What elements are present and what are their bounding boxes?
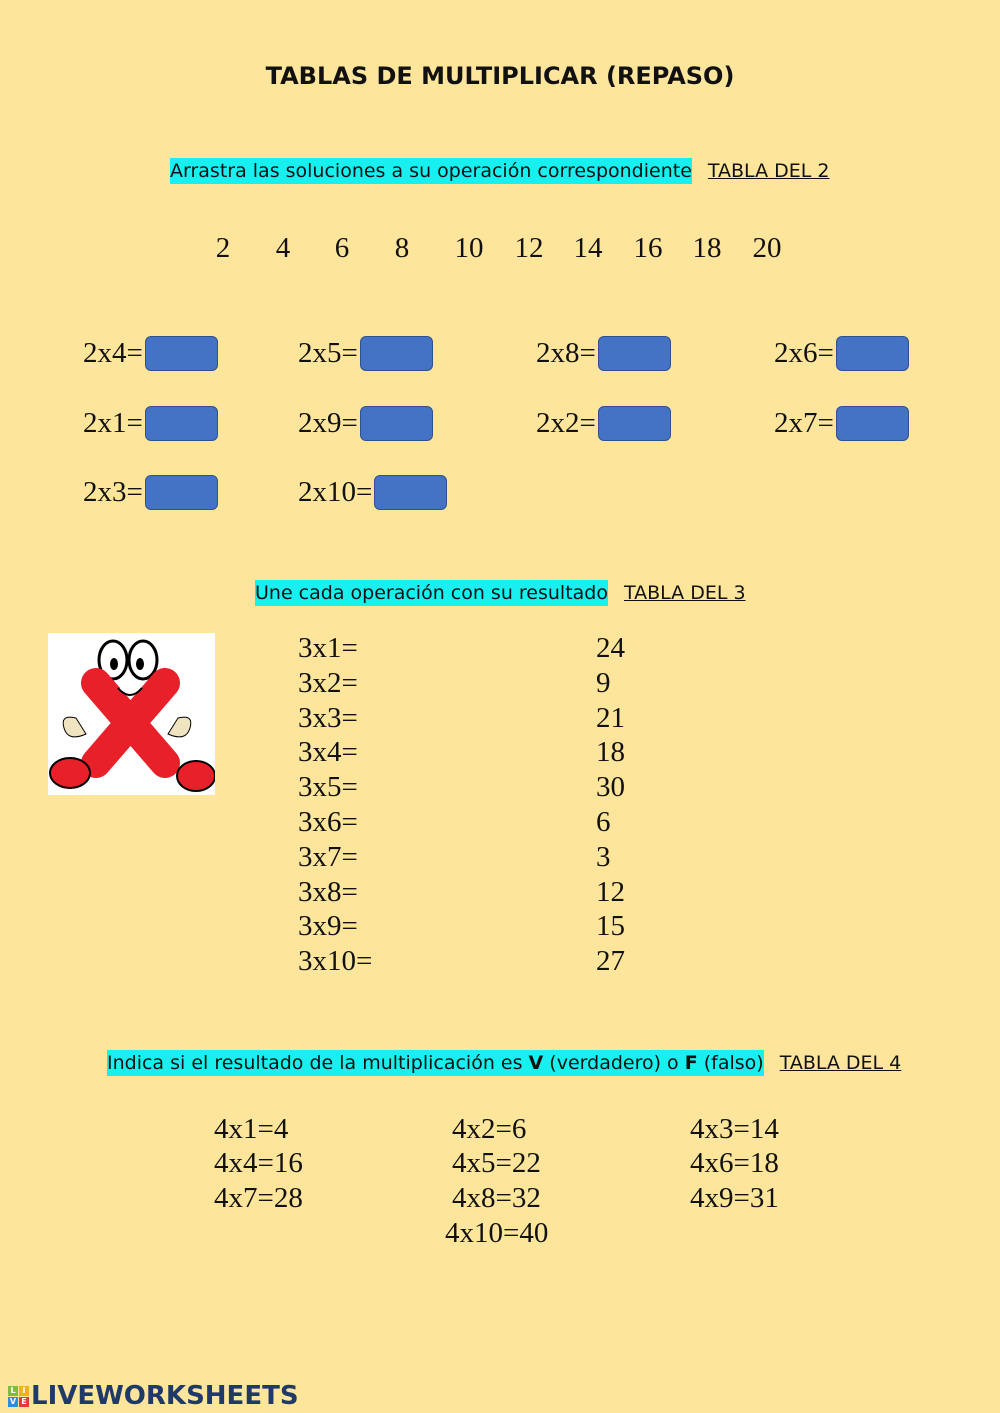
operation-row: 2x9= — [298, 406, 433, 441]
red-x-cartoon-image — [48, 633, 216, 795]
operation-label: 2x3= — [83, 476, 143, 508]
draggable-number[interactable]: 14 — [573, 232, 603, 264]
match-operation[interactable]: 3x9= — [298, 910, 358, 943]
match-result[interactable]: 30 — [596, 771, 625, 804]
operation-label: 2x8= — [536, 337, 596, 369]
draggable-number[interactable]: 10 — [454, 232, 484, 264]
match-operation[interactable]: 3x7= — [298, 840, 358, 873]
section2-header: Une cada operación con su resultado TABLA… — [255, 580, 746, 606]
match-result[interactable]: 24 — [596, 632, 625, 664]
operation-label: 2x4= — [83, 337, 143, 369]
operation-label: 2x6= — [774, 337, 834, 369]
answer-drop-box[interactable] — [835, 406, 909, 441]
page-title: TABLAS DE MULTIPLICAR (REPASO) — [265, 62, 735, 90]
match-result[interactable]: 12 — [596, 875, 625, 908]
match-operation[interactable]: 3x5= — [298, 771, 358, 804]
answer-drop-box[interactable] — [359, 406, 433, 441]
match-result[interactable]: 18 — [596, 736, 625, 769]
operation-label: 2x7= — [774, 407, 834, 439]
operation-row: 2x7= — [774, 406, 909, 441]
section3-instruction: Indica si el resultado de la multiplicac… — [107, 1050, 764, 1076]
operation-label: 2x1= — [83, 407, 143, 439]
section1-table-label: TABLA DEL 2 — [707, 160, 830, 182]
answer-drop-box[interactable] — [144, 406, 218, 441]
operation-label: 2x5= — [298, 337, 358, 369]
match-operation[interactable]: 3x4= — [298, 736, 358, 769]
section3-header: Indica si el resultado de la multiplicac… — [107, 1050, 902, 1076]
true-false-statement[interactable]: 4x9=31 — [690, 1182, 779, 1214]
true-false-statement[interactable]: 4x6=18 — [690, 1147, 779, 1179]
true-false-statement[interactable]: 4x5=22 — [452, 1147, 541, 1179]
answer-drop-box[interactable] — [144, 336, 218, 371]
operation-row: 2x5= — [298, 336, 433, 371]
match-operation[interactable]: 3x6= — [298, 806, 358, 838]
operation-label: 2x2= — [536, 407, 596, 439]
operation-row: 2x6= — [774, 336, 909, 371]
true-false-statement[interactable]: 4x10=40 — [445, 1217, 549, 1249]
logo-text: LIVEWORKSHEETS — [31, 1381, 299, 1411]
operation-row: 2x3= — [83, 475, 218, 510]
true-false-statement[interactable]: 4x4=16 — [214, 1147, 303, 1179]
match-result[interactable]: 3 — [596, 840, 611, 873]
match-result[interactable]: 9 — [596, 666, 611, 699]
section2-table-label: TABLA DEL 3 — [623, 582, 746, 604]
draggable-number[interactable]: 16 — [633, 232, 663, 264]
answer-drop-box[interactable] — [144, 475, 218, 510]
answer-drop-box[interactable] — [597, 406, 671, 441]
match-operation[interactable]: 3x2= — [298, 666, 358, 699]
draggable-number[interactable]: 20 — [752, 232, 782, 264]
operation-row: 2x8= — [536, 336, 671, 371]
answer-drop-box[interactable] — [374, 475, 448, 510]
match-operation[interactable]: 3x1= — [298, 632, 358, 664]
answer-drop-box[interactable] — [597, 336, 671, 371]
match-result[interactable]: 15 — [596, 910, 625, 943]
true-false-statement[interactable]: 4x1=4 — [214, 1113, 289, 1145]
section1-header: Arrastra las soluciones a su operación c… — [170, 158, 830, 184]
draggable-number[interactable]: 4 — [275, 232, 291, 264]
true-false-statement[interactable]: 4x2=6 — [452, 1113, 527, 1145]
operation-row: 2x10= — [298, 475, 448, 510]
operation-row: 2x4= — [83, 336, 218, 371]
section1-instruction: Arrastra las soluciones a su operación c… — [170, 158, 692, 184]
match-result[interactable]: 27 — [596, 945, 625, 978]
answer-drop-box[interactable] — [359, 336, 433, 371]
match-operation[interactable]: 3x10= — [298, 945, 373, 978]
operation-row: 2x2= — [536, 406, 671, 441]
true-false-statement[interactable]: 4x7=28 — [214, 1182, 303, 1214]
draggable-number[interactable]: 8 — [394, 232, 410, 264]
match-operation[interactable]: 3x3= — [298, 701, 358, 734]
match-result[interactable]: 6 — [596, 806, 611, 838]
section3-table-label: TABLA DEL 4 — [779, 1052, 902, 1074]
true-false-statement[interactable]: 4x8=32 — [452, 1182, 541, 1214]
draggable-number[interactable]: 6 — [334, 232, 350, 264]
operation-label: 2x9= — [298, 407, 358, 439]
answer-drop-box[interactable] — [835, 336, 909, 371]
draggable-number[interactable]: 12 — [514, 232, 544, 264]
draggable-number[interactable]: 18 — [692, 232, 722, 264]
draggable-number[interactable]: 2 — [215, 232, 231, 264]
operation-row: 2x1= — [83, 406, 218, 441]
match-result[interactable]: 21 — [596, 701, 625, 734]
true-false-statement[interactable]: 4x3=14 — [690, 1113, 779, 1145]
operation-label: 2x10= — [298, 476, 373, 508]
match-operation[interactable]: 3x8= — [298, 875, 358, 908]
section2-instruction: Une cada operación con su resultado — [255, 580, 608, 606]
